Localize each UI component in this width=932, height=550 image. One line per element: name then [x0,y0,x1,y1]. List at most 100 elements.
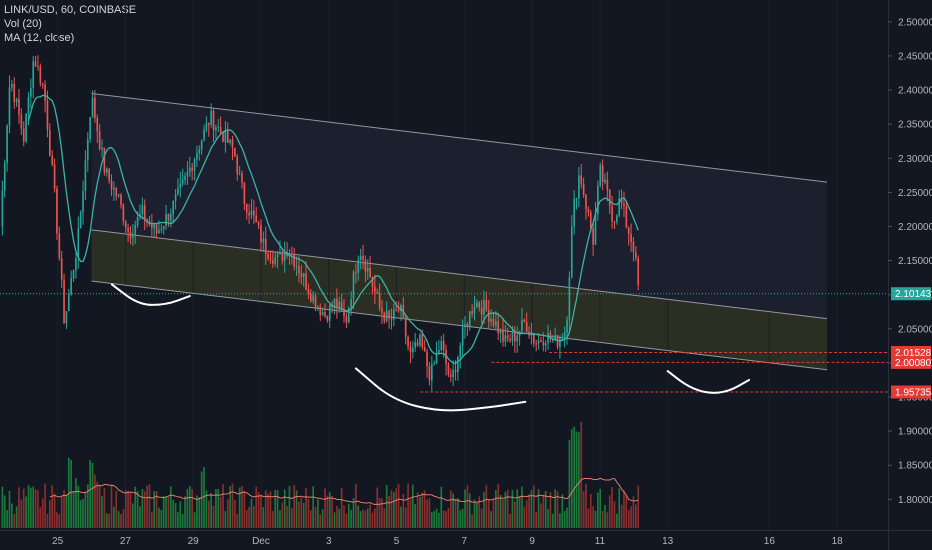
volume-bar [169,486,172,528]
volume-bar [257,492,260,528]
volume-bar [243,490,246,528]
candle [272,250,274,268]
candle-body [302,273,305,278]
candle [236,153,239,181]
volume-bar [468,493,471,528]
candle-body [238,173,241,175]
candle-body [570,226,573,278]
volume-bar [523,506,526,528]
candle [516,326,519,353]
candle-body [212,110,215,131]
price-levels[interactable] [0,293,888,393]
price-tick-label: 2.35000 [898,120,932,131]
candle-body [485,300,488,311]
candle [635,246,637,262]
volume-bar [27,485,30,528]
volume-bar [286,505,288,528]
candle [86,132,89,172]
volume-bar [203,467,205,528]
volume-bar [162,496,165,528]
candle [395,301,398,312]
trendlines[interactable] [91,92,828,371]
volume-bar [37,490,39,528]
candle [575,197,578,210]
time-axis[interactable]: 25 27 29 Dec 3 5 7 9 11 13 16 18 [0,530,932,550]
candle-body [153,224,156,229]
candle-body [188,167,191,173]
legend-moving-average[interactable]: MA (12, close) [4,32,75,44]
price-axis[interactable]: 2.50000 2.45000 2.40000 2.35000 2.30000 2.250… [888,0,932,550]
candle [264,226,267,265]
volume-bar [167,497,170,528]
candle-body [300,273,303,278]
volume-bar [46,514,49,528]
volume-bar [8,490,11,528]
drawn-arcs[interactable] [110,283,751,412]
candle-body [495,321,497,326]
candle-body [514,331,516,342]
candle-body [226,130,229,143]
volume-bar [98,484,101,528]
volume-bar [400,506,402,528]
drawn-arc-0 [110,283,191,306]
channel-fills [91,93,827,370]
candle [468,310,471,331]
level-tag-0-label: 2.01528 [895,348,932,359]
candle [556,334,559,350]
price-tick-label: 2.15000 [898,256,932,267]
candle [219,116,222,134]
candle-body [136,216,139,226]
legend-symbol[interactable]: LINK/USD, 60, COINBASE [4,4,137,16]
volume-bar [13,513,16,528]
candle [601,159,604,191]
candle [506,327,509,343]
candle [627,226,630,246]
candle [30,78,32,109]
candle [319,303,322,322]
candle [41,82,44,89]
candle-body [60,258,63,280]
candle-body [419,334,421,346]
volume-bar [136,490,139,528]
volume-bar [592,506,594,528]
level-tag-1-bg [891,355,931,369]
volume-bar [532,485,535,528]
candle [549,330,552,343]
volume-bar [3,495,6,528]
volume-bar [165,497,167,528]
candle [521,307,523,334]
volume-bar [487,499,490,528]
volume-bar [153,491,156,528]
volume-bar [445,511,447,528]
legend-volume[interactable]: Vol (20) [4,18,42,30]
candle [585,193,587,220]
volume-bar [86,484,89,528]
volume-bar [238,487,241,528]
candle-body [134,225,137,235]
volume-bar [143,491,146,528]
volume-bar [181,514,184,528]
candle-body [328,304,331,321]
candle [34,55,37,68]
candle [191,162,194,181]
volume-bar [345,513,348,528]
price-tick-label: 2.30000 [898,154,932,165]
candle [151,214,153,237]
volume-bar [229,486,231,528]
candle [357,255,360,281]
volume-bar [101,496,103,528]
candle [44,80,46,113]
candle-body [25,113,27,142]
volume-bar [411,484,414,528]
candle-body [435,353,438,364]
volume-bar [388,495,390,528]
candle-body [243,182,246,204]
volume-bar [132,503,134,528]
candle [563,326,566,348]
candle-body [599,165,602,186]
candle [25,112,27,144]
candle-body [245,203,248,213]
candle [376,288,379,295]
candle [217,119,220,133]
